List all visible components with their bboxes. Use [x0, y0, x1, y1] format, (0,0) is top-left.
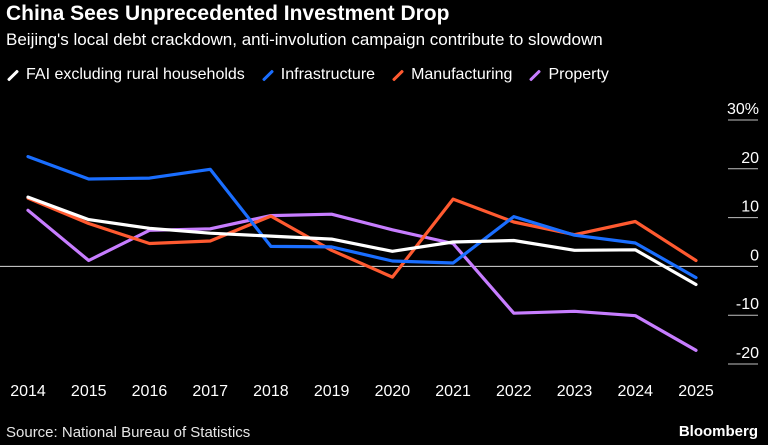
- bloomberg-logo: Bloomberg: [678, 423, 758, 440]
- source-note: Source: National Bureau of Statistics: [6, 424, 251, 441]
- x-tick-label-2019: 2019: [314, 383, 350, 400]
- legend-item-infrastructure: Infrastructure: [261, 66, 375, 84]
- x-tick-label-2018: 2018: [253, 383, 289, 400]
- x-tick-label-2023: 2023: [557, 383, 593, 400]
- series-line-property: [26, 208, 698, 352]
- legend-label-property: Property: [548, 66, 609, 83]
- y-tick-label--10: -10: [736, 296, 759, 313]
- y-tick-label-0: 0: [750, 247, 759, 264]
- x-tick-label-2017: 2017: [192, 383, 228, 400]
- legend-item-fai: FAI excluding rural households: [6, 66, 245, 84]
- series-line-fai-excluding-rural-households: [26, 195, 698, 287]
- legend-item-manufacturing: Manufacturing: [391, 66, 512, 84]
- x-tick-label-2025: 2025: [678, 383, 714, 400]
- y-tick-label-10: 10: [741, 199, 759, 216]
- x-tick-label-2024: 2024: [617, 383, 653, 400]
- legend-label-fai: FAI excluding rural households: [26, 66, 245, 83]
- legend-label-infrastructure: Infrastructure: [280, 66, 376, 83]
- x-tick-label-2016: 2016: [132, 383, 168, 400]
- x-tick-label-2022: 2022: [496, 383, 532, 400]
- series-line-manufacturing: [26, 196, 698, 279]
- x-tick-label-2015: 2015: [71, 383, 107, 400]
- x-tick-label-2014: 2014: [10, 383, 46, 400]
- legend-item-property: Property: [528, 66, 609, 84]
- chart-title: China Sees Unprecedented Investment Drop: [6, 2, 450, 25]
- y-tick-label-20: 20: [741, 150, 759, 167]
- x-tick-label-2020: 2020: [375, 383, 411, 400]
- y-tick-label-30: 30%: [727, 101, 759, 118]
- y-tick-label--20: -20: [736, 345, 759, 362]
- legend-label-manufacturing: Manufacturing: [411, 66, 513, 83]
- series-line-infrastructure: [26, 155, 698, 280]
- x-tick-label-2021: 2021: [435, 383, 471, 400]
- chart-subtitle: Beijing's local debt crackdown, anti-inv…: [6, 30, 603, 49]
- chart-legend: FAI excluding rural households Infrastru…: [6, 66, 625, 84]
